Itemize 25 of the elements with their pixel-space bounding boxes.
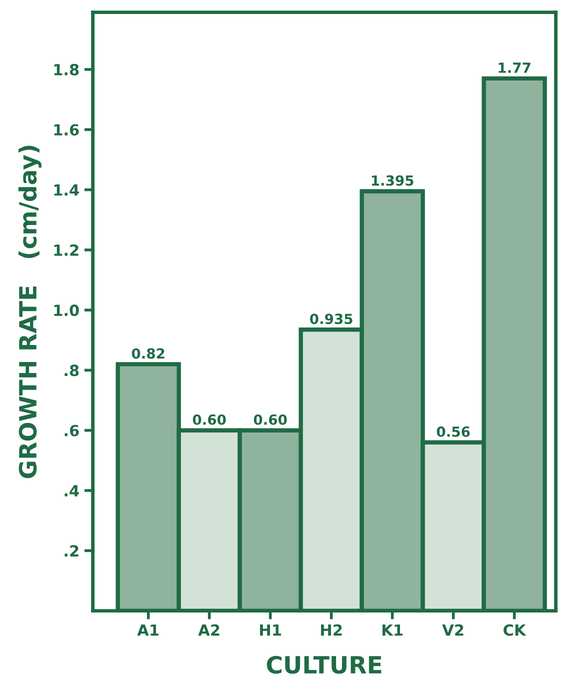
x-tick-label: H2	[321, 624, 342, 636]
x-axis-title: CULTURE	[266, 656, 382, 674]
x-tick-label: CK	[504, 624, 526, 636]
data-label: 1.77	[498, 62, 530, 73]
x-tick-label: K1	[382, 624, 403, 636]
y-tick-label: 1.0	[54, 304, 79, 316]
y-tick-label: .2	[64, 545, 78, 556]
data-label: 0.56	[436, 426, 470, 437]
data-label: 1.395	[372, 175, 414, 186]
x-tick-label: A2	[198, 624, 220, 636]
data-label: 0.60	[254, 414, 287, 425]
y-tick-label: .8	[64, 364, 79, 376]
data-label: 0.935	[310, 314, 352, 324]
y-tick-label: .4	[64, 485, 79, 496]
y-tick-label: 1.6	[54, 124, 79, 136]
data-label: 0.60	[192, 414, 226, 425]
y-tick-label: 1.2	[54, 244, 78, 256]
x-tick-label: A1	[137, 624, 159, 636]
y-tick-label: 1.8	[54, 64, 79, 76]
y-axis-title: GROWTH RATE (cm/day)	[18, 146, 42, 478]
x-tick-label: V2	[442, 624, 464, 636]
data-label: 0.82	[132, 348, 164, 359]
y-tick-label: 1.4	[54, 184, 79, 196]
y-tick-label: .6	[64, 424, 79, 436]
x-tick-label: H1	[260, 624, 281, 636]
